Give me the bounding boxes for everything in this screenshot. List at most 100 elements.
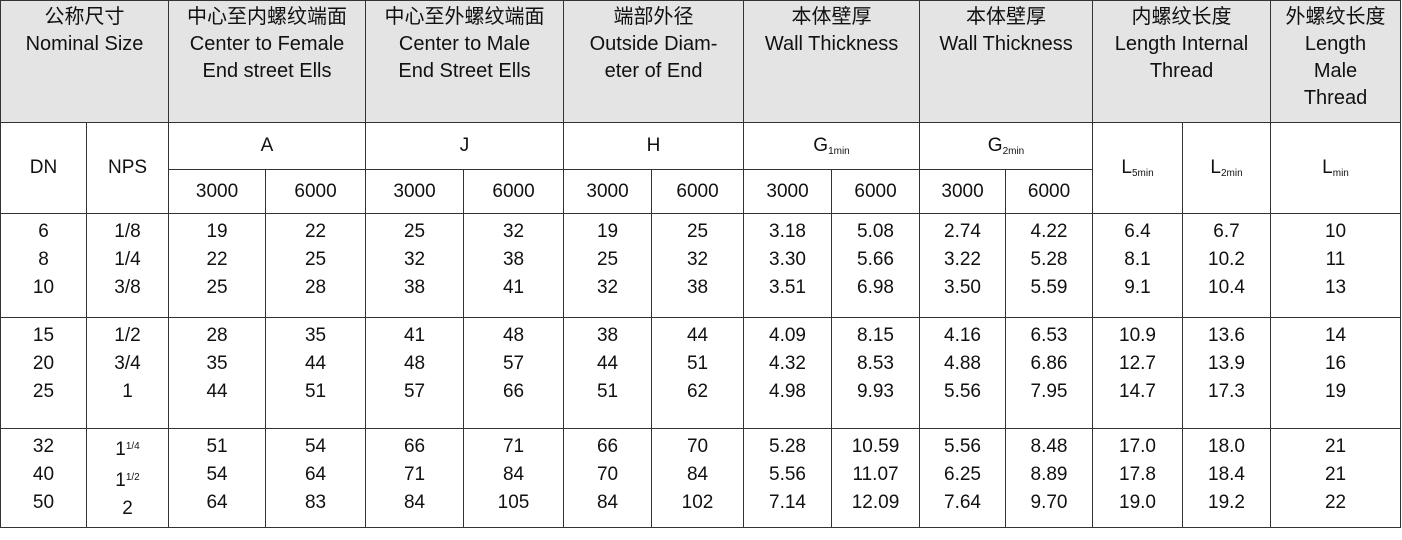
value: 48 [366, 350, 463, 378]
value: 10 [1, 274, 86, 302]
header-cell: 端部外径 Outside Diam-eter of End [563, 0, 745, 123]
subscript: min [1332, 168, 1349, 179]
data-cell: 66 70 84 [563, 428, 653, 528]
text: 6.4 [1124, 221, 1151, 242]
class-label: 3000 [563, 169, 653, 214]
data-cell: 8.15 8.53 9.93 [831, 317, 921, 429]
data-cell: 32 40 50 [0, 428, 87, 528]
group-label: A [168, 122, 367, 170]
text: 38 [596, 325, 619, 346]
data-cell: 6.7 10.2 10.4 [1182, 213, 1272, 318]
text: Thread [1303, 87, 1368, 109]
text: 3.51 [769, 277, 806, 298]
value: 15 [1, 322, 86, 350]
text: 3.18 [769, 221, 806, 242]
text: 3.30 [769, 249, 806, 270]
text: 13 [1324, 277, 1347, 298]
text: 18.4 [1208, 464, 1245, 485]
value: 5.56 [920, 378, 1005, 406]
text: 32 [686, 249, 709, 270]
text: Length Internal [1114, 33, 1249, 55]
value: 28 [266, 274, 365, 302]
group-label: G1min [743, 122, 921, 170]
text: 25 [686, 221, 709, 242]
class-label: 3000 [919, 169, 1007, 214]
class-label: 3000 [743, 169, 833, 214]
subscript: 5min [1131, 168, 1154, 179]
data-cell: 66 71 84 [365, 428, 465, 528]
value: 71 [464, 433, 563, 461]
text: 71 [403, 464, 426, 485]
text: 1/2 [114, 325, 141, 346]
value: 83 [266, 489, 365, 517]
value: 22 [1271, 489, 1400, 517]
text: 51 [596, 381, 619, 402]
text: H [646, 135, 661, 156]
base: G [813, 135, 829, 156]
value: 38 [366, 274, 463, 302]
value: 25 [366, 218, 463, 246]
base: G [987, 135, 1003, 156]
value: 1/8 [87, 218, 168, 246]
text: 19.0 [1119, 492, 1156, 513]
value: 21 [1271, 461, 1400, 489]
data-cell: 3.18 3.30 3.51 [743, 213, 833, 318]
value: 105 [464, 489, 563, 517]
value: 5.56 [744, 461, 831, 489]
text: 51 [686, 353, 709, 374]
header-cell: 外螺纹长度 Length Male Thread [1270, 0, 1402, 123]
value: 18.0 [1183, 433, 1270, 461]
text: 13.6 [1208, 325, 1245, 346]
data-cell: 4.09 4.32 4.98 [743, 317, 833, 429]
value: 102 [652, 489, 743, 517]
value: 38 [464, 246, 563, 274]
header-zh: 内螺纹长度 [1093, 4, 1270, 31]
text: 32 [403, 249, 426, 270]
text: 8.89 [1030, 464, 1068, 485]
value: 17.8 [1093, 461, 1182, 489]
text: 16 [1324, 353, 1347, 374]
text: 1 [122, 381, 133, 402]
data-cell: 6 8 10 [0, 213, 87, 318]
group-label: J [365, 122, 565, 170]
text: 57 [502, 353, 525, 374]
value: 11 [1271, 246, 1400, 274]
text: 84 [686, 464, 709, 485]
text: 44 [686, 325, 709, 346]
header-cell: 内螺纹长度 Length Internal Thread [1092, 0, 1272, 123]
text: 83 [304, 492, 327, 513]
value: 13.6 [1183, 322, 1270, 350]
data-cell: 5.28 5.56 7.14 [743, 428, 833, 528]
data-cell: 22 25 28 [265, 213, 367, 318]
text: 38 [502, 249, 525, 270]
value: 16 [1271, 350, 1400, 378]
value: 54 [169, 461, 265, 489]
header-cell: 中心至外螺纹端面 Center to Male End Street Ells [365, 0, 565, 123]
length-header: L2min [1182, 122, 1272, 214]
header-en: Wall Thickness [920, 31, 1092, 58]
value: 11/4 [87, 433, 168, 464]
data-cell: 21 21 22 [1270, 428, 1402, 528]
text: 41 [403, 325, 426, 346]
text: 17.0 [1119, 436, 1156, 457]
header-cell: 本体壁厚 Wall Thickness [919, 0, 1094, 123]
text: 8.15 [857, 325, 894, 346]
text: 5.56 [944, 436, 981, 457]
text: 12.09 [851, 492, 900, 513]
text: 7.64 [944, 492, 981, 513]
value: 50 [1, 489, 86, 517]
value: 4.32 [744, 350, 831, 378]
data-cell: 41 48 57 [365, 317, 465, 429]
value: 9.1 [1093, 274, 1182, 302]
subscript: 1min [828, 146, 850, 157]
text: 70 [596, 464, 619, 485]
text: 19.2 [1208, 492, 1245, 513]
value: 4.09 [744, 322, 831, 350]
value: 62 [652, 378, 743, 406]
text: 17.3 [1208, 381, 1245, 402]
text: 40 [32, 464, 55, 485]
text: 6.53 [1030, 325, 1068, 346]
text: 7.14 [769, 492, 806, 513]
text: 25 [206, 277, 228, 298]
